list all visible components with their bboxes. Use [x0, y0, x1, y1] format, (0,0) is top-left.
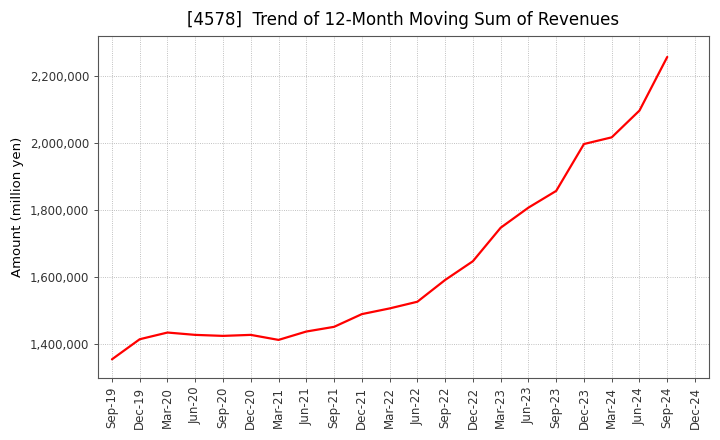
- Y-axis label: Amount (million yen): Amount (million yen): [11, 137, 24, 277]
- Title: [4578]  Trend of 12-Month Moving Sum of Revenues: [4578] Trend of 12-Month Moving Sum of R…: [187, 11, 619, 29]
